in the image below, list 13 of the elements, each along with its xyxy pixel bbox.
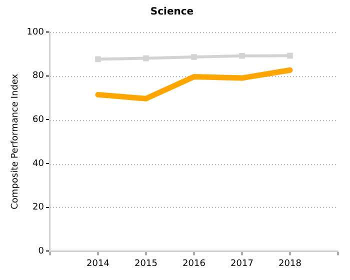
x-tick-label: 2018	[278, 258, 302, 269]
y-tick-label: 80	[32, 71, 44, 82]
x-tick-label: 2015	[134, 258, 158, 269]
y-tick-label: 60	[32, 115, 44, 126]
y-axis-title: Composite Performance Index	[10, 73, 21, 210]
y-tick-label: 40	[32, 158, 44, 169]
x-tick-label: 2016	[182, 258, 206, 269]
y-tick-label: 0	[38, 246, 44, 257]
y-tick-label: 20	[32, 202, 44, 213]
chart-title: Science	[150, 6, 194, 18]
x-tick-label: 2017	[230, 258, 254, 269]
y-tick-label: 100	[26, 27, 44, 38]
x-tick-label: 2014	[86, 258, 110, 269]
